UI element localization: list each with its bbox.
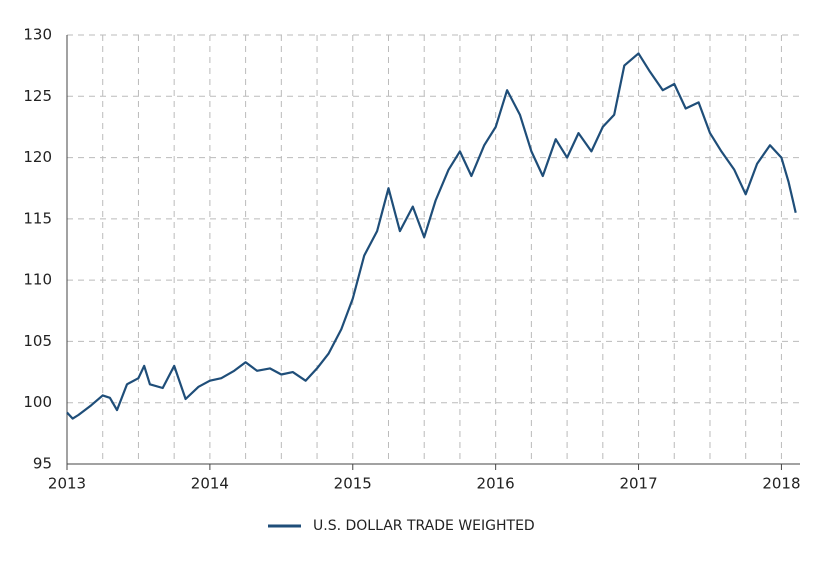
x-tick-label: 2016 [477, 475, 515, 493]
y-tick-label: 125 [23, 87, 52, 105]
y-tick-label: 130 [23, 26, 52, 44]
x-tick-label: 2015 [334, 475, 372, 493]
x-tick-label: 2017 [619, 475, 657, 493]
y-tick-label: 115 [23, 209, 52, 227]
y-tick-label: 100 [23, 393, 52, 411]
y-tick-label: 120 [23, 148, 52, 166]
line [66, 52, 797, 420]
y-tick-label: 95 [33, 455, 52, 473]
y-tick-label: 105 [23, 332, 52, 350]
x-tick-label: 2018 [762, 475, 800, 493]
x-tick-label: 2013 [48, 475, 86, 493]
x-tick-label: 2014 [191, 475, 229, 493]
legend-label: U.S. DOLLAR TRADE WEIGHTED [313, 518, 535, 534]
y-tick-label: 110 [23, 271, 52, 289]
